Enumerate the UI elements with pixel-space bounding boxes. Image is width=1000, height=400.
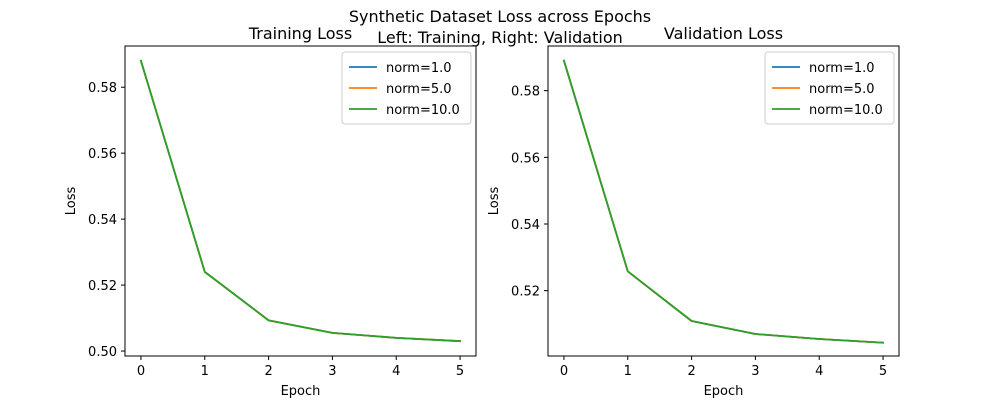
validation-x-axis-label: Epoch xyxy=(704,384,744,399)
validation-legend-label-2: norm=10.0 xyxy=(809,103,883,118)
training-legend: norm=1.0 norm=5.0 norm=10.0 xyxy=(341,51,472,125)
validation-x-tick-label: 0 xyxy=(560,364,568,379)
validation-y-tick-label: 0.54 xyxy=(511,218,540,233)
figure-suptitle-line2: Left: Training, Right: Validation xyxy=(377,28,623,47)
validation-x-tick-label: 3 xyxy=(751,364,759,379)
training-y-axis-label: Loss xyxy=(64,187,79,216)
training-y-tick-label: 0.58 xyxy=(88,81,117,96)
training-plot-frame xyxy=(124,45,477,357)
training-x-tick-label: 2 xyxy=(264,364,272,379)
training-x-tick-label: 4 xyxy=(392,364,400,379)
training-x-tick-label: 0 xyxy=(137,364,145,379)
validation-plot-frame xyxy=(547,45,900,357)
training-legend-label-0: norm=1.0 xyxy=(386,61,452,76)
validation-x-tick-label: 1 xyxy=(624,364,632,379)
validation-x-tick-label: 4 xyxy=(815,364,823,379)
validation-x-tick-label: 5 xyxy=(879,364,887,379)
validation-y-tick-label: 0.58 xyxy=(511,85,540,100)
validation-title: Validation Loss xyxy=(664,24,783,43)
validation-y-tick-label: 0.52 xyxy=(511,285,540,300)
validation-legend-label-1: norm=5.0 xyxy=(809,82,875,97)
training-series-line-2 xyxy=(139,59,461,343)
training-x-tick-label: 3 xyxy=(328,364,336,379)
figure-suptitle-line1: Synthetic Dataset Loss across Epochs xyxy=(349,7,651,26)
training-legend-box xyxy=(341,51,472,125)
validation-y-tick-label: 0.56 xyxy=(511,151,540,166)
training-y-tick-label: 0.54 xyxy=(88,213,117,228)
training-x-tick-label: 1 xyxy=(201,364,209,379)
validation-series-line-2 xyxy=(562,59,885,344)
validation-legend: norm=1.0 norm=5.0 norm=10.0 xyxy=(764,51,895,125)
training-title: Training Loss xyxy=(248,24,352,43)
training-y-tick-label: 0.50 xyxy=(88,345,117,360)
training-y-tick-label: 0.56 xyxy=(88,147,117,162)
training-legend-label-1: norm=5.0 xyxy=(386,82,452,97)
validation-loss-panel: Validation Loss 0 1 2 3 4 5 0.52 0.54 0.56 0.58 Epo… xyxy=(487,24,900,399)
validation-y-axis-label: Loss xyxy=(487,187,502,216)
training-y-tick-label: 0.52 xyxy=(88,279,117,294)
training-x-tick-label: 5 xyxy=(456,364,464,379)
validation-legend-label-0: norm=1.0 xyxy=(809,61,875,76)
training-legend-label-2: norm=10.0 xyxy=(386,103,460,118)
validation-legend-box xyxy=(764,51,895,125)
validation-x-tick-label: 2 xyxy=(687,364,695,379)
training-x-axis-label: Epoch xyxy=(281,384,321,399)
training-loss-panel: Training Loss 0 1 2 3 4 5 0.50 0.52 0.54 0.56 0.58 E… xyxy=(64,24,477,399)
